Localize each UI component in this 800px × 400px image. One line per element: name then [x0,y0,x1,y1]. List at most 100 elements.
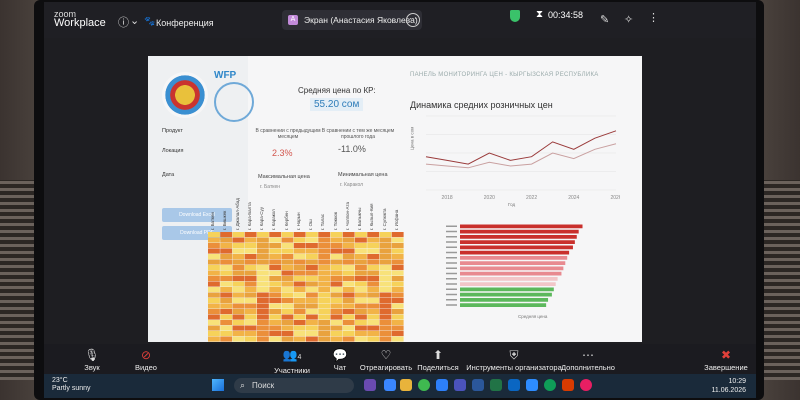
more-label: Дополнительно [561,363,615,372]
weather-widget[interactable]: 23°C Partly sunny [52,377,91,393]
windows-start-icon[interactable] [212,379,224,391]
heatmap-cell [330,281,343,287]
taskbar-app-icon[interactable] [580,379,592,391]
heatmap-cell [220,265,233,271]
taskbar-app-icon[interactable] [384,379,396,391]
heatmap-cell [342,265,355,271]
teams-icon[interactable] [454,379,466,391]
chat-button[interactable]: 💬 Чат [320,344,360,374]
heatmap-cell [208,276,220,282]
avg-price-title: Средняя цена по КР: [298,86,376,95]
video-button[interactable]: ⊘ Видео [126,344,166,374]
heatmap-cell [220,331,233,337]
audio-button[interactable]: 🎙 Звук [72,344,112,374]
heatmap-cell [293,320,306,326]
more-options-icon[interactable]: ⋯ [406,13,420,27]
min-price-title: Минимальная цена [338,172,388,178]
heatmap-cell [220,292,233,298]
security-shield-icon[interactable] [510,10,520,22]
excel-icon[interactable] [490,379,502,391]
screen-share-tab[interactable]: А Экран (Анастасия Яковлева) [282,10,422,30]
heatmap-cell [220,254,233,260]
heatmap-cell [379,287,392,293]
heatmap-cell [244,243,257,249]
heatmap-cell [293,336,306,342]
heatmap-cell [391,259,404,265]
heatmap-cell [342,232,355,238]
participants-button[interactable]: 👥4 Участники [262,344,322,375]
cmp-year-value: -11.0% [338,144,366,154]
taskbar-app-icon[interactable] [544,379,556,391]
heatmap-cell [391,243,404,249]
heatmap-cell [244,314,257,320]
heatmap-cell [208,325,220,331]
product-label: Продукт [162,128,183,134]
bar [460,224,583,229]
heatmap-cell [342,320,355,326]
download-excel-button[interactable]: Download Excel [162,208,232,222]
heatmap-cell [318,287,331,293]
bar [460,266,564,271]
pen-icon[interactable]: ✎ [600,14,610,26]
taskbar-app-icon[interactable] [364,379,376,391]
heatmap-cell [208,303,220,309]
react-button[interactable]: ♡ Отреагировать [354,344,418,374]
host-tools-button[interactable]: ⛨ Инструменты организатора [464,344,564,374]
bar [460,271,562,276]
heatmap-cell [330,254,343,260]
heatmap-cell [269,259,282,265]
heatmap-cell [281,243,294,249]
heatmap-column-label: г. Каракол [271,209,277,230]
heatmap-cell [355,237,367,243]
heatmap-cell [330,243,343,249]
heatmap-cell [379,298,392,304]
bar [460,235,577,239]
heatmap-cell [232,303,245,309]
heatmap-cell [257,232,269,238]
heatmap-cell [330,265,343,271]
series-line [425,130,617,165]
zoom-control-bar: 🎙 Звук ⊘ Видео 👥4 Участники 💬 Чат ♡ Отреагиро… [44,344,756,375]
line-y-axis-label: Цена в сом [409,126,415,151]
heatmap-cell [208,314,220,320]
taskbar-app-icon[interactable] [436,379,448,391]
system-clock[interactable]: 10:29 11.06.2026 [711,377,746,395]
more-button[interactable]: ⋯ Дополнительно [556,344,620,374]
participants-label: Участники [274,366,310,375]
sparkle-icon[interactable]: ✧ [624,14,634,26]
heatmap-cell [391,232,404,238]
dynamics-title: Динамика средних розничных цен [410,100,553,110]
heatmap-cell [355,298,367,304]
zoom-app-icon[interactable] [526,379,538,391]
heatmap-cell [367,254,380,260]
heatmap-cell [293,309,306,315]
info-icon[interactable]: ⓘ [118,17,129,29]
heatmap-cell [342,303,355,309]
meeting-title[interactable]: Конференция [156,18,214,28]
heatmap-cell [257,281,269,287]
word-icon[interactable] [472,379,484,391]
heatmap-cell [342,336,355,342]
microphone-icon: 🎙 [84,348,100,362]
heatmap-cell [220,237,233,243]
heatmap-cell [281,265,294,271]
end-meeting-button[interactable]: ✖ Завершение [698,344,754,374]
heatmap-cell [208,232,220,238]
bar-category-label [446,267,457,269]
powerpoint-icon[interactable] [562,379,574,391]
chat-label: Чат [333,363,347,372]
share-button[interactable]: ⬆ Поделиться [410,344,466,374]
chevron-down-icon[interactable]: ⌄ [130,15,140,27]
file-explorer-icon[interactable] [400,379,412,391]
heatmap-cell [330,309,343,315]
heatmap-cell [269,243,282,249]
heatmap-cell [367,314,380,320]
outlook-icon[interactable] [508,379,520,391]
max-price-location: г. Баткен [260,184,281,190]
taskbar-search[interactable]: ⌕ Поиск [234,378,354,393]
host-tools-label: Инструменты организатора [466,363,562,372]
heatmap-cell [379,303,392,309]
bar [460,256,568,260]
chrome-icon[interactable] [418,379,430,391]
more-vertical-icon[interactable]: ⋮ [648,12,659,24]
